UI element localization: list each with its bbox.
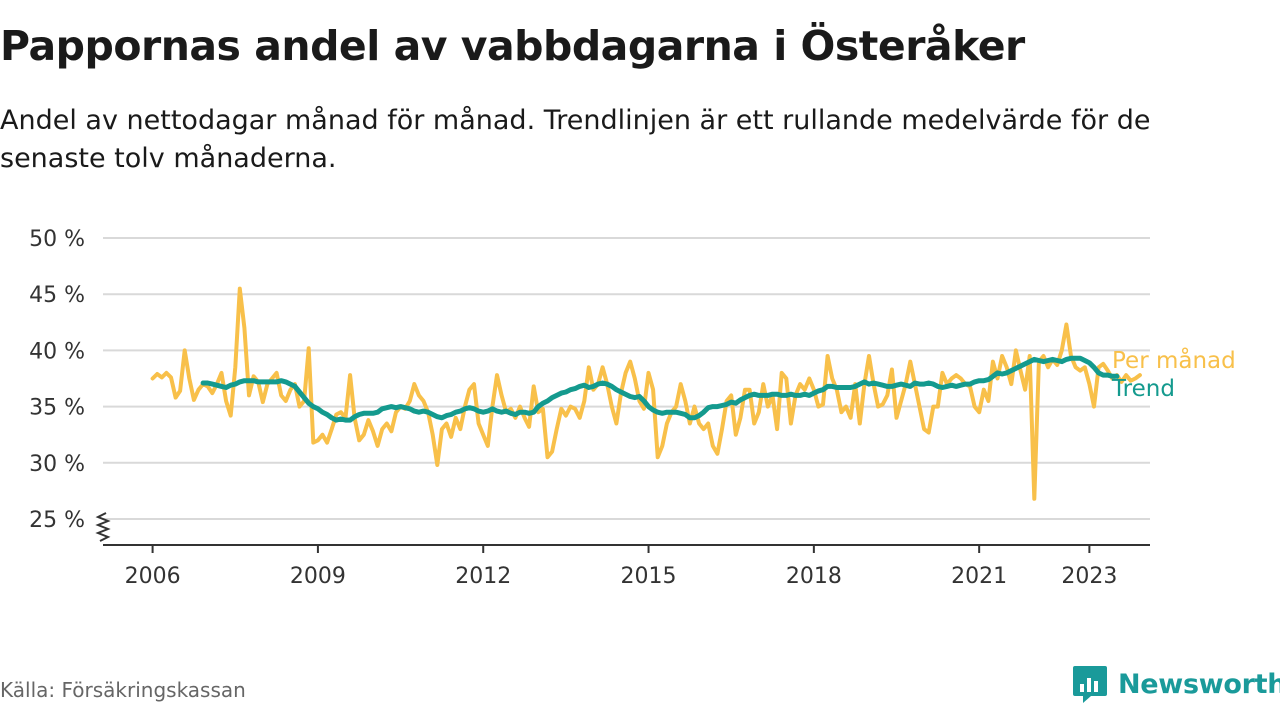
axis-break-icon	[95, 512, 111, 542]
page-title: Pappornas andel av vabbdagarna i Österåk…	[0, 22, 1025, 70]
line-chart: 25 % 30 % 35 % 40 % 45 % 50 % 2006 2009 2012 201…	[29, 227, 1236, 589]
monthly-line	[150, 286, 1142, 501]
label-per-manad: Per månad	[1112, 346, 1236, 374]
y-tick-label: 25 %	[29, 508, 85, 533]
x-tick-label: 2012	[455, 564, 511, 589]
label-trend: Trend	[1111, 376, 1175, 402]
y-tick-label: 40 %	[29, 339, 85, 364]
y-tick-label: 30 %	[29, 452, 85, 477]
gridlines	[103, 237, 1150, 520]
newsworthy-logo-icon	[1073, 666, 1107, 703]
brand-name: Newsworthy	[1118, 668, 1280, 700]
trend-line	[200, 355, 1120, 423]
x-tick-label: 2021	[951, 564, 1007, 589]
y-tick-label: 45 %	[29, 283, 85, 308]
y-tick-label: 35 %	[29, 396, 85, 421]
x-tick-label: 2018	[786, 564, 842, 589]
series-lines	[150, 286, 1142, 501]
x-axis-tick-labels: 2006 2009 2012 2015 2018 2021 2023	[125, 564, 1118, 589]
x-tick-label: 2015	[621, 564, 677, 589]
x-tick-label: 2009	[290, 564, 346, 589]
x-tick-label: 2023	[1061, 564, 1117, 589]
y-tick-label: 50 %	[29, 227, 85, 252]
y-axis-tick-labels: 25 % 30 % 35 % 40 % 45 % 50 %	[29, 227, 85, 533]
chart-subtitle: Andel av nettodagar månad för månad. Tre…	[0, 105, 1151, 174]
source-note: Källa: Försäkringskassan	[0, 678, 246, 702]
x-tick-label: 2006	[125, 564, 181, 589]
x-axis	[95, 512, 1150, 553]
newsworthy-logo: Newsworthy	[1072, 664, 1280, 704]
